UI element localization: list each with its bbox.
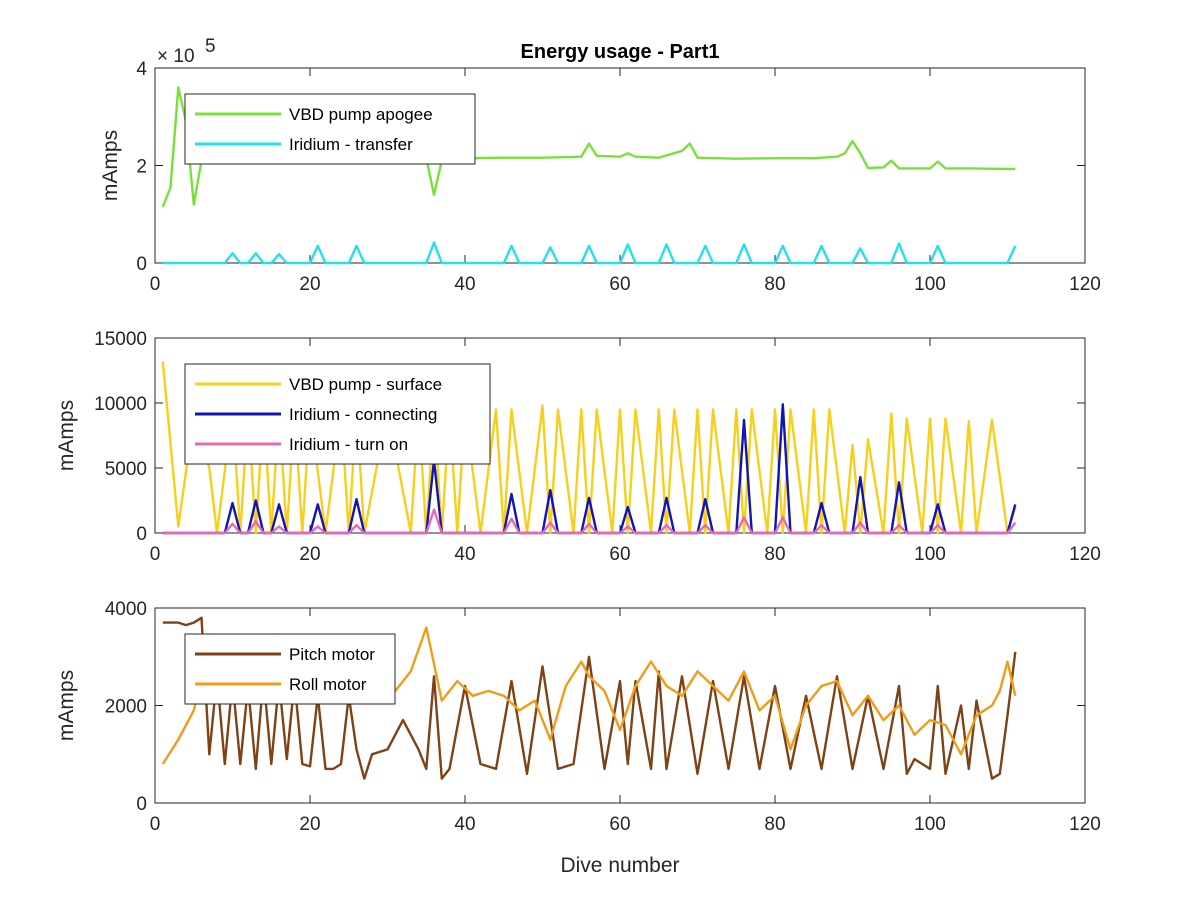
legend: Pitch motor Roll motor — [184, 633, 396, 705]
x-tick-label: 120 — [1069, 544, 1101, 565]
y-axis-label: mAmps — [99, 130, 122, 201]
y-tick-label: 2 — [136, 157, 147, 178]
y-exponent-label: × 10 — [157, 46, 195, 67]
x-tick-label: 120 — [1069, 274, 1101, 295]
x-axis-label: Dive number — [560, 854, 679, 877]
y-tick-label: 4 — [136, 59, 147, 80]
subplot-2: 0 20 40 60 80 100 120 0 5000 10000 15000 mAmps VBD p… — [55, 329, 1101, 565]
series-line-2-3 — [162, 508, 1017, 535]
x-tick-label: 20 — [299, 544, 320, 565]
legend: VBD pump - surface Iridium - connecting Ir… — [184, 363, 491, 465]
legend-label: VBD pump apogee — [289, 105, 433, 124]
x-tick-label: 40 — [454, 274, 475, 295]
x-tick-label: 0 — [150, 814, 161, 835]
series-line-1-2 — [162, 241, 1017, 265]
legend-label: Roll motor — [289, 675, 367, 694]
x-tick-label: 60 — [609, 814, 630, 835]
subplot-1: 0 20 40 60 80 100 120 0 2 4 × 10 5 mAmps VBD pump apo… — [99, 36, 1101, 295]
y-axis-label: mAmps — [55, 400, 78, 471]
x-tick-label: 20 — [299, 274, 320, 295]
y-tick-label: 5000 — [105, 459, 147, 480]
y-exponent-power: 5 — [205, 36, 216, 57]
x-tick-label: 60 — [609, 274, 630, 295]
x-tick-label: 40 — [454, 814, 475, 835]
legend-label: Iridium - turn on — [289, 435, 408, 454]
x-tick-label: 100 — [914, 274, 946, 295]
y-tick-label: 0 — [136, 254, 147, 275]
legend-label: VBD pump - surface — [289, 375, 442, 394]
legend-box — [184, 633, 396, 705]
subplot-3: 0 20 40 60 80 100 120 0 2000 4000 mAmps Pitch motor… — [55, 599, 1101, 835]
y-tick-label: 0 — [136, 794, 147, 815]
x-tick-label: 60 — [609, 544, 630, 565]
legend-label: Iridium - transfer — [289, 135, 413, 154]
y-tick-label: 0 — [136, 524, 147, 545]
x-tick-label: 20 — [299, 814, 320, 835]
x-tick-label: 0 — [150, 544, 161, 565]
series-line-3-1 — [162, 616, 1017, 780]
x-tick-label: 120 — [1069, 814, 1101, 835]
x-tick-label: 40 — [454, 544, 475, 565]
series-line-2-1 — [161, 361, 1017, 535]
x-tick-label: 100 — [914, 814, 946, 835]
y-tick-label: 15000 — [94, 329, 147, 350]
legend-label: Iridium - connecting — [289, 405, 437, 424]
x-tick-label: 80 — [764, 544, 785, 565]
x-tick-label: 80 — [764, 814, 785, 835]
legend-label: Pitch motor — [289, 645, 375, 664]
x-tick-label: 80 — [764, 274, 785, 295]
legend: VBD pump apogee Iridium - transfer — [184, 93, 476, 165]
legend-box — [184, 93, 476, 165]
y-tick-label: 10000 — [94, 394, 147, 415]
y-tick-label: 4000 — [105, 599, 147, 620]
subplots: 0 20 40 60 80 100 120 0 2 4 × 10 5 mAmps VBD pump apo… — [55, 36, 1101, 835]
x-tick-label: 100 — [914, 544, 946, 565]
x-tick-label: 0 — [150, 274, 161, 295]
y-tick-label: 2000 — [105, 697, 147, 718]
chart-title: Energy usage - Part1 — [521, 41, 720, 63]
y-axis-label: mAmps — [55, 670, 78, 741]
